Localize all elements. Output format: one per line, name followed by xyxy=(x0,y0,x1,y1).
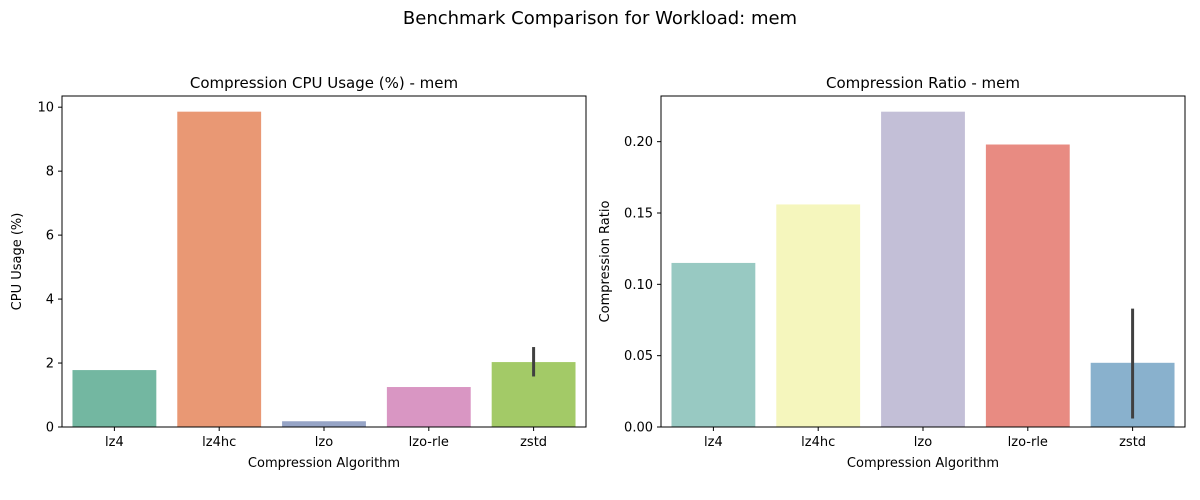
x-tick-label: lz4 xyxy=(105,435,124,450)
x-tick-label: zstd xyxy=(520,435,547,450)
y-tick-label: 0.10 xyxy=(624,278,653,293)
chart-title: Compression Ratio - mem xyxy=(826,74,1020,92)
x-axis-label: Compression Algorithm xyxy=(248,456,400,471)
bar-lzo xyxy=(881,111,965,427)
y-tick-label: 0.05 xyxy=(624,349,653,364)
bar-lz4hc xyxy=(776,204,861,427)
bar-lz4 xyxy=(72,370,157,427)
y-tick-label: 0.15 xyxy=(624,206,653,221)
figure-suptitle: Benchmark Comparison for Workload: mem xyxy=(403,8,797,29)
x-tick-label: lz4hc xyxy=(202,435,236,450)
chart-title: Compression CPU Usage (%) - mem xyxy=(190,74,458,92)
x-tick-label: lzo-rle xyxy=(1008,435,1048,450)
cpu-usage-chart: lz4 lz4hc lzo lzo-rle zstd 0 2 4 6 8 10 Compression… xyxy=(10,74,587,471)
y-axis-label: CPU Usage (%) xyxy=(10,213,25,311)
x-tick-label: lz4hc xyxy=(801,435,835,450)
x-tick-label: lzo xyxy=(315,435,333,450)
y-tick-label: 8 xyxy=(46,165,54,180)
y-tick-label: 0.00 xyxy=(624,421,653,436)
y-axis-label: Compression Ratio xyxy=(598,201,613,323)
x-tick-label: zstd xyxy=(1119,435,1146,450)
bar-lz4 xyxy=(671,262,756,427)
bar-lzo xyxy=(282,421,366,427)
y-tick-label: 0.20 xyxy=(624,135,653,150)
bar-lzo-rle xyxy=(985,144,1070,428)
y-tick-label: 6 xyxy=(46,229,54,244)
x-tick-label: lzo-rle xyxy=(409,435,449,450)
x-tick-label: lz4 xyxy=(704,435,723,450)
y-tick-label: 2 xyxy=(46,357,54,372)
bar-lzo-rle xyxy=(386,387,471,427)
x-tick-label: lzo xyxy=(914,435,932,450)
compression-ratio-chart: lz4 lz4hc lzo lzo-rle zstd 0.00 0.05 0.10 0.15 0.… xyxy=(598,74,1186,471)
y-tick-label: 10 xyxy=(37,101,54,116)
y-tick-label: 0 xyxy=(46,421,54,436)
x-axis-label: Compression Algorithm xyxy=(847,456,999,471)
bar-lz4hc xyxy=(177,111,262,427)
y-tick-label: 4 xyxy=(46,293,54,308)
